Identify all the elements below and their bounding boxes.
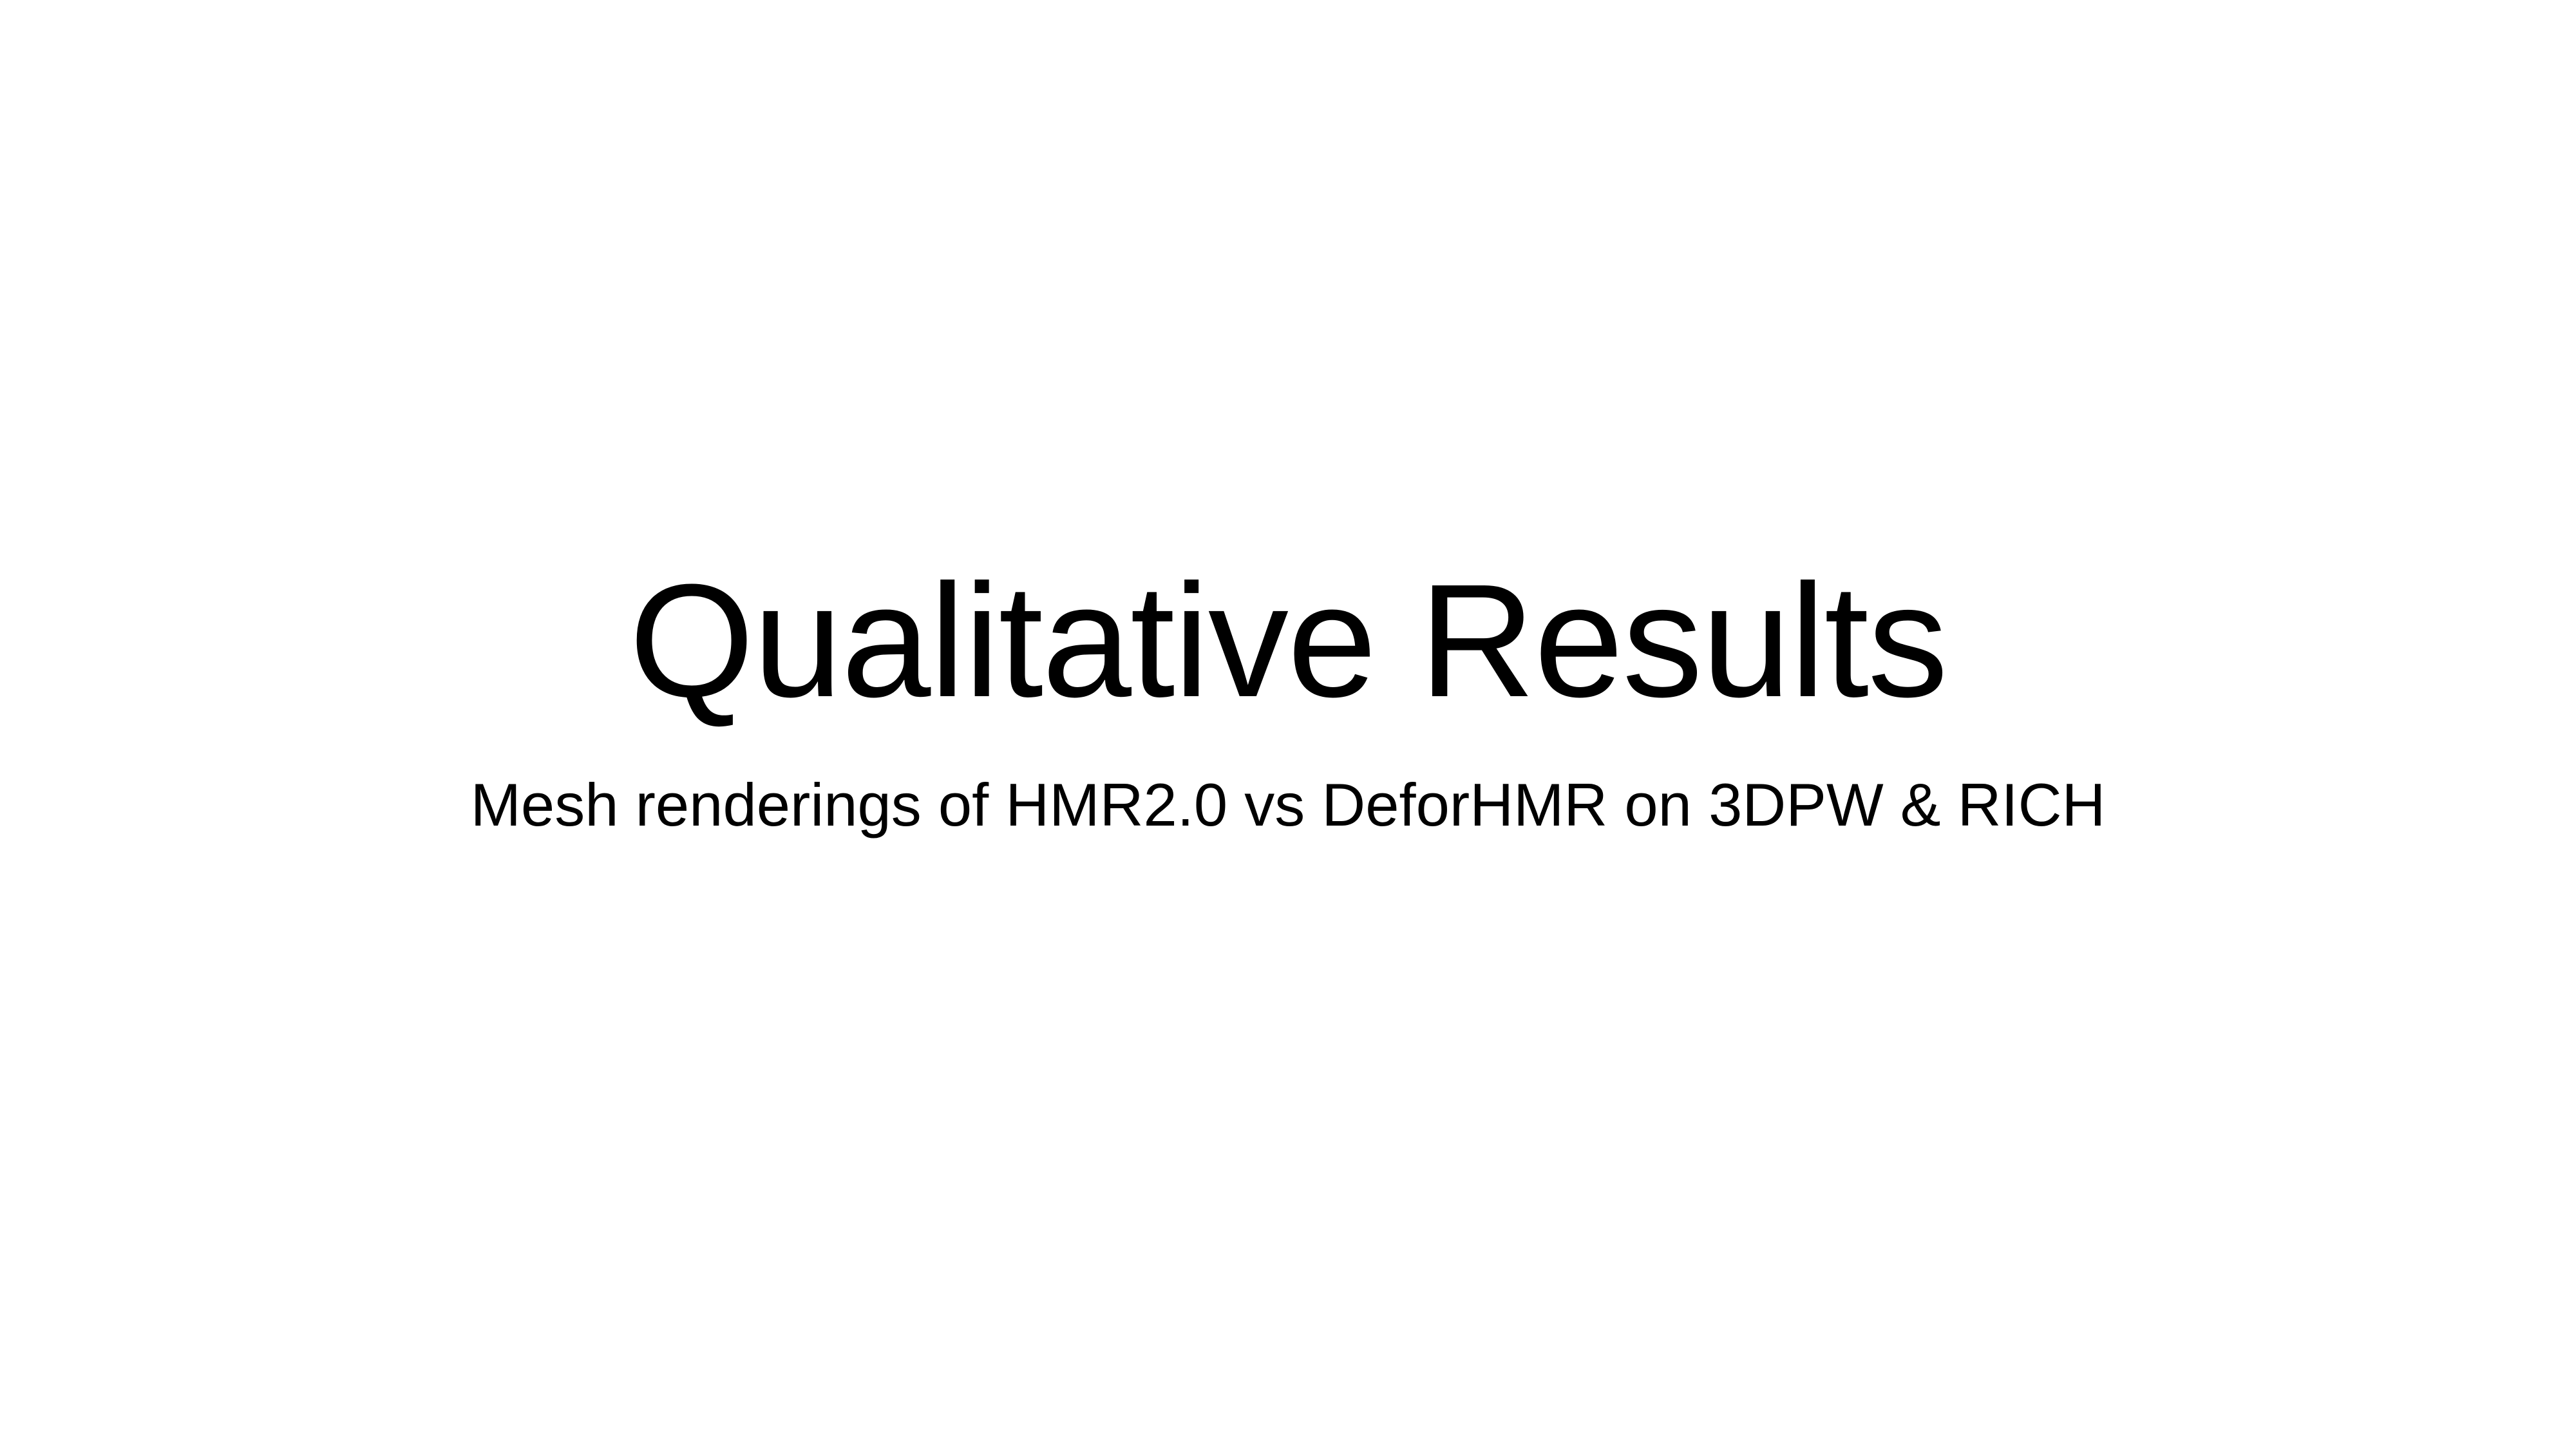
slide-subtitle: Mesh renderings of HMR2.0 vs DeforHMR on… — [470, 771, 2106, 838]
slide-title: Qualitative Results — [629, 551, 1948, 730]
